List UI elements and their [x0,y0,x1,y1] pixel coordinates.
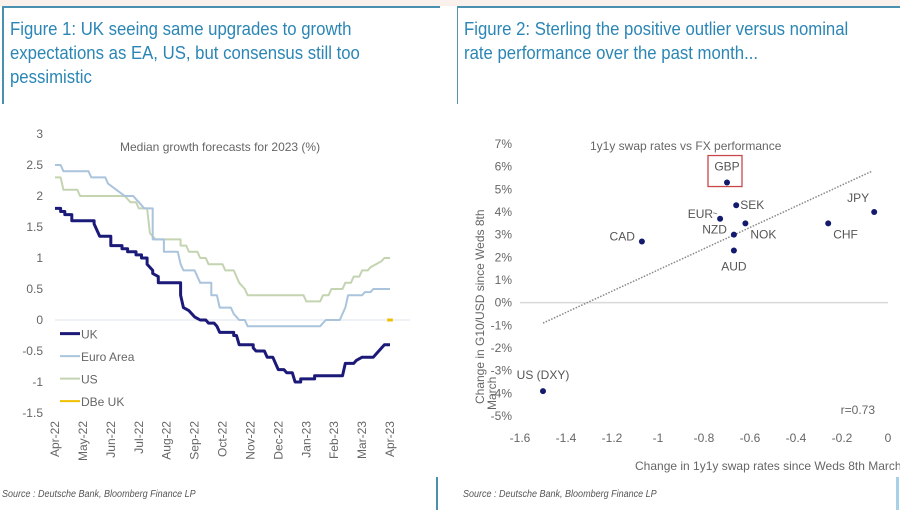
point-label: NOK [750,227,776,241]
figure-1-title-box: Figure 1: UK seeing same upgrades to gro… [2,6,440,104]
x-tick-label: Apr-23 [383,421,397,457]
swap-vs-fx-scatter-chart: 1y1y swap rates vs FX performance 7% 6% 5% 4… [473,137,900,473]
y-tick-label: 3% [495,228,513,242]
y-tick-label: 2 [36,189,43,203]
x-tick-label: Oct-22 [216,421,230,457]
point-nzd [730,231,737,238]
y-tick-label: 6% [495,160,513,174]
x-tick-label: Jan-23 [299,421,313,458]
point-jpy [871,209,878,215]
y-tick-label: 2% [495,250,513,264]
legend-label: UK [81,328,98,342]
y-tick-label: 0 [36,313,43,327]
x-axis-label: Change in 1y1y swap rates since Weds 8th… [635,459,900,473]
x-tick-label: Apr-22 [48,421,62,457]
y-tick-label: -1 [32,375,43,389]
series-line-uk [55,206,390,384]
x-tick-label: -0.8 [694,431,715,445]
highlight-box [707,154,743,188]
x-tick-label: -0.4 [786,431,807,445]
y-tick-label: 3 [36,127,43,141]
x-tick-label: -1 [653,431,664,445]
y-tick-label: -4% [491,386,513,400]
figure-1-panel: Figure 1: UK seeing same upgrades to gro… [0,6,440,510]
y-tick-label: 0.5 [26,282,43,296]
point-chf [825,220,832,227]
x-tick-label: 0 [885,431,892,445]
x-tick-label: May-22 [76,421,90,461]
chart-title: Median growth forecasts for 2023 (%) [120,140,320,154]
x-tick-label: Sep-22 [188,421,202,460]
y-tick-label: 1% [495,273,513,287]
y-tick-label: 1.5 [26,220,43,234]
figure-2-panel: Figure 2: Sterling the positive outlier … [455,6,900,510]
x-tick-label: -0.6 [740,431,761,445]
legend-label: US [81,373,98,387]
x-tick-label: -1.4 [556,431,577,445]
series-line-us [55,176,390,303]
point-label: SEK [740,198,764,212]
point-label: CHF [833,227,858,241]
x-tick-label: Mar-23 [355,421,369,459]
y-tick-label: 1 [36,251,43,265]
point-label: JPY [847,191,869,205]
y-tick-label: -1.5 [22,406,43,420]
x-tick-label: -0.2 [832,431,853,445]
y-tick-label: -1% [491,318,513,332]
point-label: GBP [714,160,739,174]
legend-label: Euro Area [81,350,135,364]
chart-title: 1y1y swap rates vs FX performance [590,139,782,153]
x-tick-label: Feb-23 [327,421,341,459]
point-sek [733,202,740,209]
point-us-dxy [540,388,546,395]
x-tick-label: -1.2 [602,431,623,445]
x-tick-label: Dec-22 [271,421,285,460]
point-label: CAD [610,229,636,243]
point-cad [638,238,645,245]
legend-label: DBe UK [81,395,124,409]
y-tick-label: 7% [495,137,513,151]
figure-1-source: Source : Deutsche Bank, Bloomberg Financ… [2,489,196,500]
right-edge-bar [896,477,899,510]
x-tick-label: Aug-22 [160,421,174,460]
y-tick-label: -2% [491,341,513,355]
x-tick-label: Jun-22 [104,421,118,458]
point-label: AUD [721,260,747,274]
point-label: US (DXY) [517,368,570,382]
y-tick-label: -3% [491,364,513,378]
y-tick-label: -5% [491,409,513,423]
point-aud [730,247,737,254]
y-tick-label: 0% [495,296,513,310]
x-tick-label: Jul-22 [132,421,146,454]
figure-2-title-box: Figure 2: Sterling the positive outlier … [457,6,900,104]
correlation-annotation: r=0.73 [841,403,876,417]
y-tick-label: 2.5 [26,158,43,172]
y-tick-label: 4% [495,205,513,219]
series-line-euro-area [55,164,390,328]
y-axis-label-line2: March [485,377,499,410]
point-label: NZD [702,223,727,237]
point-label: EUR [688,207,714,221]
eur-leader-line [712,212,718,215]
x-tick-label: -1.6 [510,431,531,445]
y-axis-label: Change in G10/USD since Weds 8th [473,209,487,404]
point-nok [742,220,749,227]
y-tick-label: -0.5 [22,344,43,358]
y-tick-label: 5% [495,182,513,196]
growth-forecast-line-chart: 3 2.5 2 1.5 1 0.5 0 -0.5 -1 -1.5 Median growth for… [22,127,410,461]
figure-1-title: Figure 1: UK seeing same upgrades to gro… [10,19,360,87]
panel-divider [436,477,438,510]
figure-2-source: Source : Deutsche Bank, Bloomberg Financ… [463,489,657,500]
x-tick-label: Nov-22 [243,421,257,460]
top-strip [0,0,900,6]
figure-2-title: Figure 2: Sterling the positive outlier … [464,19,849,63]
point-gbp [724,179,730,186]
point-eur [717,215,724,222]
trendline [542,170,873,324]
